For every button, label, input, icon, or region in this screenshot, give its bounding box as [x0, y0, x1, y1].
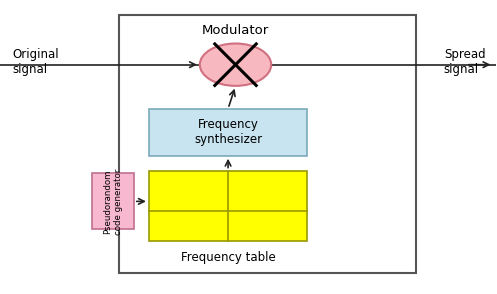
Text: Original
signal: Original signal: [12, 48, 59, 76]
Text: Frequency table: Frequency table: [181, 251, 275, 264]
Text: Pseudorandom
code generator: Pseudorandom code generator: [103, 168, 123, 235]
Bar: [92, 173, 134, 229]
Text: Modulator: Modulator: [202, 24, 269, 37]
Bar: [119, 15, 416, 273]
Bar: [149, 171, 308, 241]
Text: Spread
signal: Spread signal: [444, 48, 486, 76]
Circle shape: [200, 44, 271, 86]
Bar: [149, 109, 308, 156]
Text: Frequency
synthesizer: Frequency synthesizer: [194, 118, 262, 146]
